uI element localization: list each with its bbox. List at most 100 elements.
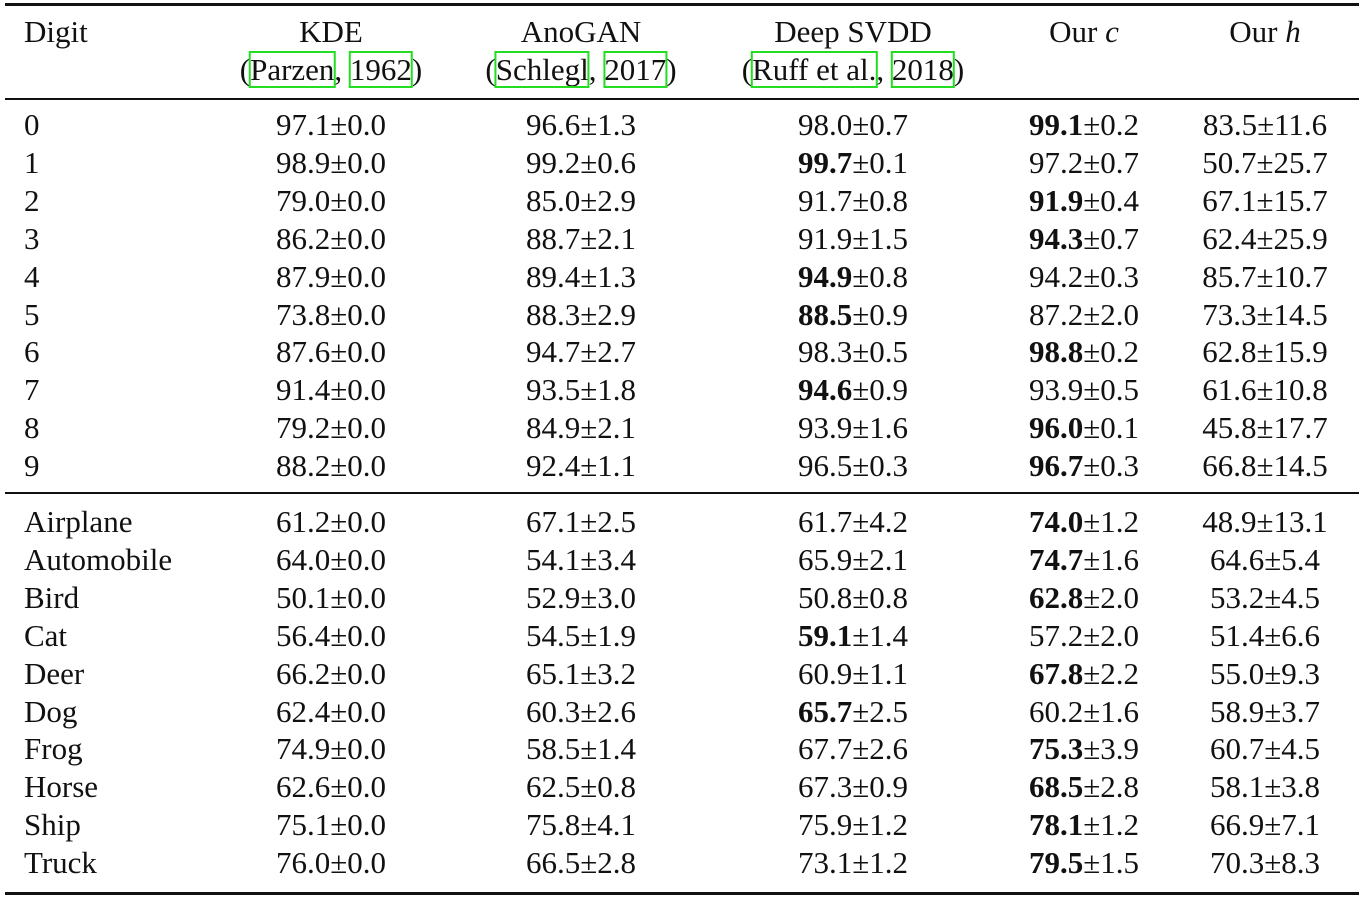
mean: 74.9 — [275, 731, 331, 767]
mean: 96.7 — [1028, 448, 1084, 484]
std: ±1.3 — [580, 258, 637, 294]
mean: 96.0 — [1028, 410, 1084, 446]
cell: 73.3±14.5 — [1202, 296, 1328, 334]
std: ±4.2 — [852, 504, 909, 539]
std: ±2.1 — [580, 220, 637, 256]
header-text: KDE — [299, 14, 363, 49]
cell: 58.9±3.7 — [1210, 693, 1320, 731]
std: ±0.2 — [1083, 334, 1140, 370]
mean: 88.5 — [797, 296, 853, 332]
cell: 67.7±2.6 — [798, 730, 908, 768]
mean: 89.4 — [525, 258, 581, 294]
std: ±0.7 — [852, 107, 909, 142]
std: ±1.6 — [852, 410, 909, 446]
cell: 62.4±25.9 — [1202, 220, 1328, 258]
cell: 52.9±3.0 — [526, 579, 636, 617]
row-label: Ship — [24, 807, 81, 843]
citation-text: ( — [239, 52, 251, 87]
std: ±0.5 — [852, 334, 909, 370]
cell: 78.1±1.2 — [1029, 806, 1139, 844]
mean: 97.2 — [1028, 144, 1084, 180]
mean: 84.9 — [525, 410, 581, 446]
mean: 88.3 — [525, 296, 581, 332]
mean: 62.8 — [1202, 334, 1257, 370]
cell: 98.8±0.2 — [1029, 333, 1139, 371]
row-label: Truck — [24, 845, 97, 881]
std: ±2.5 — [852, 693, 909, 729]
mean: 94.2 — [1028, 258, 1084, 294]
mean: 83.5 — [1202, 107, 1258, 142]
mean: 98.8 — [1028, 334, 1084, 370]
cell: 66.8±14.5 — [1202, 447, 1328, 485]
std: ±0.0 — [330, 693, 387, 729]
mean: 93.5 — [525, 372, 581, 408]
mean: 88.2 — [275, 448, 331, 484]
mean: 62.5 — [525, 769, 581, 805]
std: ±1.6 — [1083, 541, 1140, 577]
cell: 86.2±0.0 — [276, 220, 386, 258]
std: ±0.0 — [330, 182, 387, 218]
citation: (Ruff et al., 2018) — [742, 51, 964, 89]
mean: 94.3 — [1028, 220, 1084, 256]
std: ±0.0 — [330, 220, 387, 256]
std: ±0.0 — [330, 410, 387, 446]
header-text: Our — [1049, 14, 1106, 49]
row-label: Dog — [24, 693, 78, 729]
std: ±2.2 — [1083, 655, 1140, 691]
std: ±0.8 — [852, 258, 909, 294]
std: ±7.1 — [1264, 807, 1321, 843]
cell: 79.0±0.0 — [276, 182, 386, 220]
cell: 50.8±0.8 — [798, 579, 908, 617]
mean: 70.3 — [1209, 845, 1265, 881]
cell: 74.0±1.2 — [1029, 503, 1139, 541]
std: ±0.0 — [330, 579, 387, 615]
mean: 50.7 — [1202, 144, 1257, 180]
std: ±0.2 — [1083, 107, 1140, 142]
mean: 67.8 — [1028, 655, 1084, 691]
row-label: 5 — [24, 296, 40, 332]
std: ±0.9 — [852, 296, 909, 332]
mean: 54.5 — [525, 617, 581, 653]
mean: 79.2 — [275, 410, 331, 446]
cell: 99.1±0.2 — [1029, 106, 1139, 144]
header-text: c — [1105, 14, 1119, 49]
std: ±3.7 — [1264, 693, 1321, 729]
column-header: Our c — [1049, 13, 1119, 51]
std: ±2.8 — [1083, 769, 1140, 805]
std: ±1.5 — [1083, 845, 1140, 881]
cell: 54.1±3.4 — [526, 541, 636, 579]
std: ±4.5 — [1264, 579, 1321, 615]
cell: 93.9±1.6 — [798, 409, 908, 447]
mean: 62.4 — [275, 693, 331, 729]
mean: 65.7 — [797, 693, 853, 729]
std: ±1.1 — [852, 655, 909, 691]
header-cell: Digit — [24, 14, 88, 49]
cell: 91.4±0.0 — [276, 371, 386, 409]
mean: 88.7 — [525, 220, 581, 256]
column-header: AnoGAN — [521, 13, 642, 51]
mean: 67.3 — [797, 769, 853, 805]
mean: 75.9 — [797, 807, 853, 843]
cell: 97.2±0.7 — [1029, 144, 1139, 182]
mean: 74.7 — [1028, 541, 1084, 577]
cell: 91.9±1.5 — [798, 220, 908, 258]
std: ±2.6 — [852, 731, 909, 767]
mean: 54.1 — [525, 541, 581, 577]
citation-text: ( — [741, 52, 753, 87]
mean: 64.0 — [275, 541, 331, 577]
mean: 48.9 — [1202, 504, 1257, 539]
cell: 65.9±2.1 — [798, 541, 908, 579]
std: ±1.5 — [852, 220, 909, 256]
mean: 45.8 — [1202, 410, 1257, 446]
mean: 93.9 — [797, 410, 853, 446]
cell: 61.7±4.2 — [798, 503, 908, 541]
mean: 67.1 — [1202, 182, 1257, 218]
header-text: Deep SVDD — [774, 14, 932, 49]
cell: 99.7±0.1 — [798, 144, 908, 182]
std: ±1.2 — [852, 807, 909, 843]
cell: 75.8±4.1 — [526, 806, 636, 844]
cell: 64.6±5.4 — [1210, 541, 1320, 579]
mean: 50.1 — [275, 579, 331, 615]
cell: 79.2±0.0 — [276, 409, 386, 447]
std: ±1.4 — [580, 731, 637, 767]
